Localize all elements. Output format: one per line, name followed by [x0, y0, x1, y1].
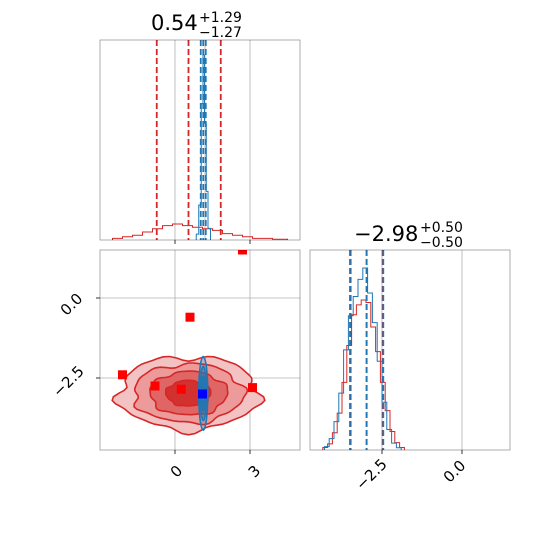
marker-point — [150, 381, 160, 391]
marker-point — [185, 312, 195, 322]
marker-point — [248, 383, 257, 393]
axes-frame — [310, 250, 510, 450]
x-tick-label: 0 — [167, 462, 186, 481]
title-lower: −1.27 — [199, 25, 242, 41]
title-upper: +1.29 — [199, 10, 242, 26]
panel-title: 0.54 — [151, 11, 198, 35]
x-tick-label: −2.5 — [352, 455, 390, 493]
x-tick-label: 3 — [245, 462, 264, 481]
title-upper: +0.50 — [420, 220, 463, 236]
histograms — [112, 40, 288, 240]
panel-param-1-marginal: 0.54 +1.29 −1.27 — [99, 10, 301, 244]
histograms — [322, 250, 405, 450]
axes-border — [309, 249, 511, 451]
axes-border — [99, 249, 301, 451]
x-tick-label: 0.0 — [440, 457, 470, 487]
marker-point — [198, 389, 207, 399]
panel-title: −2.98 — [354, 222, 418, 246]
marker-point — [118, 370, 127, 380]
y-tick-label: 0.0 — [57, 290, 87, 320]
histogram-series — [112, 223, 288, 240]
tick-marks — [96, 297, 251, 454]
panel-param-2-marginal: −2.98 +0.50 −0.50 −2.5 0.0 — [309, 220, 511, 494]
axes-border — [99, 39, 301, 241]
marker-point — [238, 250, 247, 255]
panel-param-1-vs-param-2: 0 3 0.0 −2.5 — [49, 249, 301, 481]
marker-point — [176, 384, 186, 394]
histogram-series — [322, 299, 405, 450]
histogram-series — [323, 267, 402, 450]
tick-marks — [381, 450, 463, 454]
tick-marks — [174, 240, 251, 244]
y-tick-label: −2.5 — [49, 362, 87, 400]
title-lower: −0.50 — [420, 235, 463, 251]
contours — [111, 250, 266, 436]
